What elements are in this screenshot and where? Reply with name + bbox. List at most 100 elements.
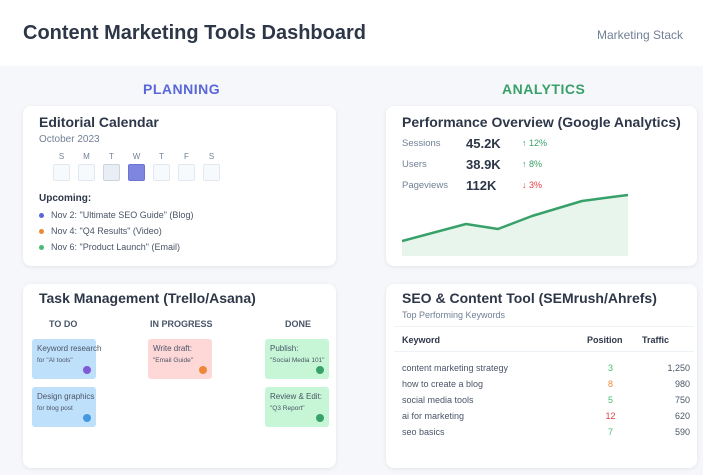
task-title: Review & Edit: <box>270 392 323 401</box>
column-header-traffic[interactable]: Traffic <box>634 326 694 352</box>
task-card[interactable]: Publish: "Social Media 101" <box>265 339 329 379</box>
task-card[interactable]: Review & Edit: "Q3 Report" <box>265 387 329 427</box>
task-title: Publish: <box>270 344 299 353</box>
event-text: Nov 4: "Q4 Results" (Video) <box>51 226 162 236</box>
metric-change: ↑ 12% <box>522 138 548 148</box>
table-row[interactable]: how to create a blog 8 980 <box>394 376 694 392</box>
day-cell-selected[interactable] <box>128 164 145 181</box>
column-header-done: DONE <box>285 319 312 329</box>
header-subtitle: Marketing Stack <box>596 28 683 42</box>
assignee-dot-icon <box>199 366 207 374</box>
page-title: Content Marketing Tools Dashboard <box>23 21 366 44</box>
dashboard-body: PLANNING ANALYTICS Editorial Calendar Oc… <box>0 66 703 475</box>
column-header-in-progress: IN PROGRESS <box>150 319 213 329</box>
card-title: Task Management (Trello/Asana) <box>39 290 256 306</box>
bullet-icon <box>39 244 44 250</box>
traffic-sparkline-chart <box>402 193 629 256</box>
card-title: SEO & Content Tool (SEMrush/Ahrefs) <box>402 290 657 306</box>
calendar-day[interactable]: W <box>128 152 145 181</box>
metric-label: Sessions <box>402 137 441 149</box>
day-letter: F <box>184 152 189 161</box>
position-cell: 7 <box>607 426 613 437</box>
table-row[interactable]: ai for marketing 12 620 <box>394 408 694 424</box>
day-letter: S <box>58 152 65 161</box>
editorial-calendar-card: Editorial Calendar October 2023 S M T W … <box>23 106 336 266</box>
metric-sessions: Sessions 45.2K ↑ 12% <box>402 133 681 153</box>
metric-value: 45.2K <box>466 135 501 151</box>
calendar-month: October 2023 <box>39 134 100 145</box>
task-card[interactable]: Keyword research for "AI tools" <box>32 339 102 379</box>
keyword-cell: ai for marketing <box>402 410 465 421</box>
traffic-cell: 750 <box>674 394 690 405</box>
task-management-card: Task Management (Trello/Asana) TO DO IN … <box>23 284 336 468</box>
metric-change: ↑ 8% <box>522 159 543 169</box>
assignee-dot-icon <box>83 366 91 374</box>
task-title: Keyword research <box>37 344 102 353</box>
metric-users: Users 38.9K ↑ 8% <box>402 154 681 174</box>
column-header-position[interactable]: Position <box>579 326 634 352</box>
day-cell[interactable] <box>153 164 170 181</box>
calendar-week: S M T W T F S <box>53 152 320 181</box>
task-card[interactable]: Write draft: "Email Guide" <box>148 339 212 379</box>
position-cell: 5 <box>607 394 613 405</box>
day-cell[interactable] <box>178 164 195 181</box>
traffic-cell: 1,250 <box>667 362 690 373</box>
position-cell: 12 <box>605 410 616 421</box>
day-letter: S <box>208 152 215 161</box>
event-item[interactable]: Nov 4: "Q4 Results" (Video) <box>39 226 320 236</box>
day-cell[interactable] <box>53 164 70 181</box>
day-cell[interactable] <box>203 164 220 181</box>
bullet-icon <box>39 228 44 234</box>
task-detail: for "AI tools" <box>37 357 73 364</box>
day-letter: T <box>159 152 164 161</box>
task-detail: "Q3 Report" <box>270 405 305 412</box>
card-title: Editorial Calendar <box>39 114 159 130</box>
calendar-day[interactable]: S <box>53 152 70 181</box>
upcoming-label: Upcoming: <box>39 193 92 204</box>
position-cell: 3 <box>607 362 613 373</box>
section-label-analytics: ANALYTICS <box>502 81 586 97</box>
keyword-cell: seo basics <box>402 426 445 437</box>
card-title: Performance Overview (Google Analytics) <box>402 114 681 130</box>
event-item[interactable]: Nov 2: "Ultimate SEO Guide" (Blog) <box>39 210 320 220</box>
day-letter: T <box>109 152 114 161</box>
calendar-day[interactable]: T <box>103 152 120 181</box>
upcoming-list: Nov 2: "Ultimate SEO Guide" (Blog) Nov 4… <box>39 210 320 252</box>
kanban-board: TO DO IN PROGRESS DONE Keyword research … <box>23 306 336 456</box>
task-detail: for blog post <box>37 405 73 412</box>
keyword-cell: content marketing strategy <box>402 362 509 373</box>
day-cell[interactable] <box>78 164 95 181</box>
keyword-cell: how to create a blog <box>402 378 484 389</box>
task-title: Design graphics <box>37 392 95 401</box>
metric-value: 38.9K <box>466 156 501 172</box>
assignee-dot-icon <box>83 414 91 422</box>
table-row[interactable]: seo basics 7 590 <box>394 424 694 440</box>
assignee-dot-icon <box>316 414 324 422</box>
task-card[interactable]: Design graphics for blog post <box>32 387 96 427</box>
calendar-day[interactable]: S <box>203 152 220 181</box>
metric-label: Pageviews <box>402 179 448 191</box>
day-letter: W <box>132 152 141 161</box>
calendar-day[interactable]: F <box>178 152 195 181</box>
day-cell[interactable] <box>103 164 120 181</box>
section-label-planning: PLANNING <box>143 81 221 97</box>
column-header-todo: TO DO <box>49 319 78 329</box>
table-row[interactable]: social media tools 5 750 <box>394 392 694 408</box>
event-text: Nov 6: "Product Launch" (Email) <box>51 242 180 252</box>
calendar-day[interactable]: T <box>153 152 170 181</box>
traffic-cell: 620 <box>674 410 690 421</box>
performance-overview-card: Performance Overview (Google Analytics) … <box>386 106 697 266</box>
traffic-cell: 980 <box>674 378 690 389</box>
table-row[interactable]: content marketing strategy 3 1,250 <box>394 352 694 376</box>
metric-change: ↓ 3% <box>522 180 543 190</box>
assignee-dot-icon <box>316 366 324 374</box>
day-letter: M <box>83 152 90 161</box>
page-header: Content Marketing Tools Dashboard Market… <box>0 0 703 66</box>
event-item[interactable]: Nov 6: "Product Launch" (Email) <box>39 242 320 252</box>
keywords-table: Keyword Position Traffic content marketi… <box>394 326 694 440</box>
task-detail: "Email Guide" <box>153 357 194 364</box>
calendar-day[interactable]: M <box>78 152 95 181</box>
card-subtitle: Top Performing Keywords <box>402 310 506 320</box>
column-header-keyword[interactable]: Keyword <box>394 326 579 352</box>
keyword-cell: social media tools <box>402 394 474 405</box>
